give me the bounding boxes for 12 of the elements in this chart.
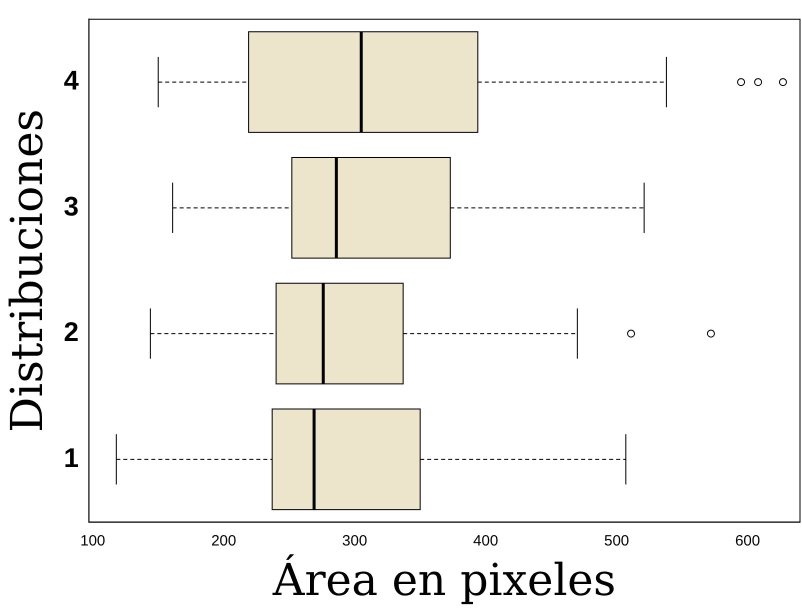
y-tick-label: 2 [64, 317, 79, 348]
x-axis-title: Área en pixeles [272, 554, 616, 606]
y-tick-label: 1 [64, 442, 79, 473]
x-tick-label: 600 [735, 532, 760, 550]
y-tick-label: 3 [64, 191, 79, 222]
x-tick-label: 400 [473, 532, 498, 550]
x-tick-label: 200 [211, 532, 236, 550]
x-tick-label: 300 [342, 532, 368, 550]
x-tick-label: 500 [604, 532, 630, 550]
y-tick-label: 4 [64, 66, 79, 96]
y-axis-title: Distribuciones [2, 109, 53, 432]
x-tick-label: 100 [80, 532, 106, 550]
